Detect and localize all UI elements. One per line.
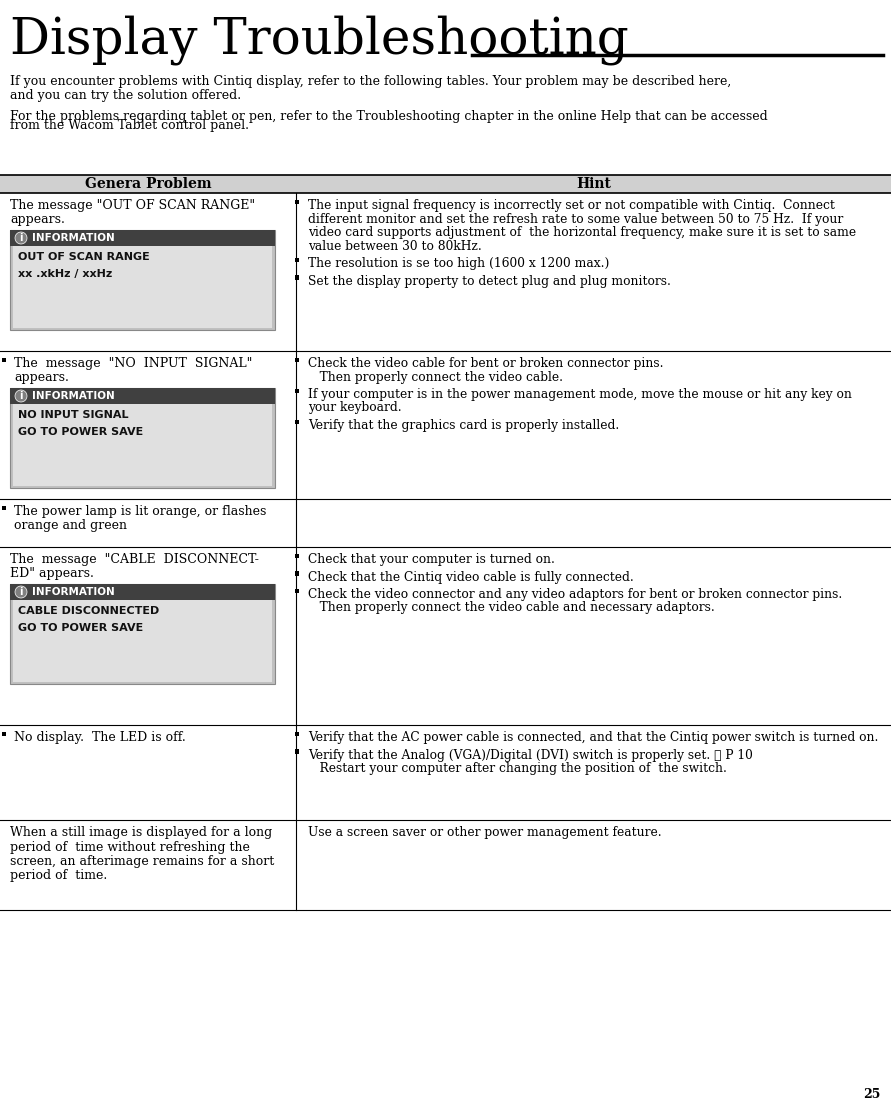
Bar	[295, 388, 299, 393]
Text: GO TO POWER SAVE: GO TO POWER SAVE	[18, 427, 143, 437]
Text: For the problems regarding tablet or pen, refer to the Troubleshooting chapter i: For the problems regarding tablet or pen…	[10, 110, 768, 122]
Text: Verify that the AC power cable is connected, and that the Cintiq power switch is: Verify that the AC power cable is connec…	[308, 731, 879, 743]
Circle shape	[15, 390, 27, 402]
Text: from the Wacom Tablet control panel.: from the Wacom Tablet control panel.	[10, 118, 249, 131]
Text: OUT OF SCAN RANGE: OUT OF SCAN RANGE	[18, 252, 150, 262]
Text: Hint: Hint	[576, 177, 611, 191]
Text: INFORMATION: INFORMATION	[32, 233, 115, 243]
Text: Then properly connect the video cable and necessary adaptors.: Then properly connect the video cable an…	[308, 601, 715, 614]
Text: The  message  "CABLE  DISCONNECT-: The message "CABLE DISCONNECT-	[10, 553, 259, 567]
Text: period of  time.: period of time.	[10, 869, 107, 883]
Text: Check that your computer is turned on.: Check that your computer is turned on.	[308, 553, 555, 567]
Text: NO INPUT SIGNAL: NO INPUT SIGNAL	[18, 410, 128, 420]
Text: value between 30 to 80kHz.: value between 30 to 80kHz.	[308, 239, 482, 253]
Text: Use a screen saver or other power management feature.: Use a screen saver or other power manage…	[308, 826, 662, 839]
Bar	[10, 584, 275, 600]
Bar	[295, 420, 299, 424]
Text: orange and green: orange and green	[14, 520, 127, 532]
Text: Restart your computer after changing the position of  the switch.: Restart your computer after changing the…	[308, 762, 727, 775]
Bar	[10, 230, 275, 329]
Text: GO TO POWER SAVE: GO TO POWER SAVE	[18, 623, 143, 633]
Text: If you encounter problems with Cintiq display, refer to the following tables. Yo: If you encounter problems with Cintiq di…	[10, 75, 732, 88]
Text: The message "OUT OF SCAN RANGE": The message "OUT OF SCAN RANGE"	[10, 199, 255, 211]
Text: No display.  The LED is off.: No display. The LED is off.	[14, 731, 185, 743]
Text: i: i	[20, 587, 23, 597]
Bar	[10, 230, 275, 246]
Bar	[295, 589, 299, 593]
Text: When a still image is displayed for a long: When a still image is displayed for a lo…	[10, 826, 273, 839]
Text: INFORMATION: INFORMATION	[32, 587, 115, 597]
Bar	[2, 505, 6, 510]
Text: Set the display property to detect plug and plug monitors.: Set the display property to detect plug …	[308, 275, 671, 287]
Text: i: i	[20, 233, 23, 243]
Text: screen, an afterimage remains for a short: screen, an afterimage remains for a shor…	[10, 855, 274, 868]
Bar	[295, 571, 299, 575]
Text: 25: 25	[863, 1089, 881, 1101]
Bar	[13, 404, 272, 486]
Text: different monitor and set the refresh rate to some value between 50 to 75 Hz.  I: different monitor and set the refresh ra…	[308, 213, 843, 226]
Text: The  message  "NO  INPUT  SIGNAL": The message "NO INPUT SIGNAL"	[14, 357, 252, 370]
Text: appears.: appears.	[14, 372, 69, 384]
Text: Verify that the Analog (VGA)/Digital (DVI) switch is properly set. ☞ P 10: Verify that the Analog (VGA)/Digital (DV…	[308, 749, 753, 761]
Text: period of  time without refreshing the: period of time without refreshing the	[10, 840, 249, 854]
Text: ED" appears.: ED" appears.	[10, 568, 94, 581]
Bar	[10, 388, 275, 404]
Text: INFORMATION: INFORMATION	[32, 391, 115, 401]
Text: Verify that the graphics card is properly installed.: Verify that the graphics card is properl…	[308, 418, 619, 432]
Text: xx .xkHz / xxHz: xx .xkHz / xxHz	[18, 269, 112, 279]
Bar	[2, 357, 6, 363]
Text: If your computer is in the power management mode, move the mouse or hit any key : If your computer is in the power managem…	[308, 388, 852, 401]
Bar	[13, 600, 272, 682]
Bar	[295, 258, 299, 263]
Bar	[295, 554, 299, 559]
Text: The power lamp is lit orange, or flashes: The power lamp is lit orange, or flashes	[14, 505, 266, 518]
Text: video card supports adjustment of  the horizontal frequency, make sure it is set: video card supports adjustment of the ho…	[308, 226, 856, 239]
Text: your keyboard.: your keyboard.	[308, 402, 402, 414]
Circle shape	[15, 232, 27, 244]
Bar	[295, 357, 299, 363]
Text: Check the video cable for bent or broken connector pins.: Check the video cable for bent or broken…	[308, 357, 664, 370]
Text: Check that the Cintiq video cable is fully connected.: Check that the Cintiq video cable is ful…	[308, 571, 634, 583]
Circle shape	[15, 587, 27, 598]
Bar	[295, 749, 299, 754]
Text: The input signal frequency is incorrectly set or not compatible with Cintiq.  Co: The input signal frequency is incorrectl…	[308, 199, 835, 211]
Text: The resolution is se too high (1600 x 1200 max.): The resolution is se too high (1600 x 12…	[308, 257, 609, 270]
Text: Then properly connect the video cable.: Then properly connect the video cable.	[308, 371, 563, 384]
Bar	[13, 246, 272, 328]
Bar	[295, 200, 299, 205]
Bar	[295, 275, 299, 279]
Text: appears.: appears.	[10, 214, 65, 227]
Bar	[10, 584, 275, 684]
Text: CABLE DISCONNECTED: CABLE DISCONNECTED	[18, 605, 159, 615]
Text: Genera Problem: Genera Problem	[85, 177, 211, 191]
Text: and you can try the solution offered.: and you can try the solution offered.	[10, 89, 241, 102]
Bar	[0, 175, 891, 193]
Text: Display Troubleshooting: Display Troubleshooting	[10, 14, 629, 65]
Bar	[2, 732, 6, 737]
Bar	[10, 388, 275, 487]
Text: i: i	[20, 391, 23, 401]
Text: Check the video connector and any video adaptors for bent or broken connector pi: Check the video connector and any video …	[308, 588, 842, 601]
Bar	[295, 732, 299, 737]
